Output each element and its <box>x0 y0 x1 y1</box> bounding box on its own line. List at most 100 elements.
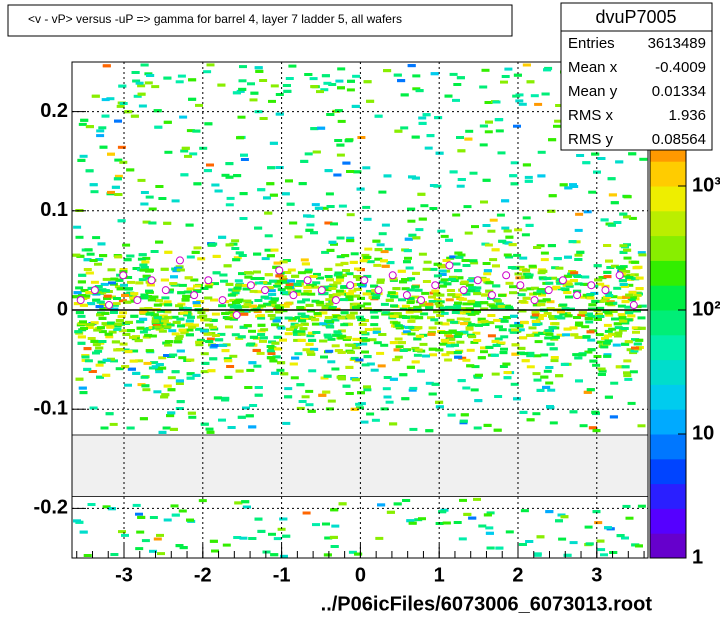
cell <box>411 346 420 350</box>
cell <box>86 323 95 326</box>
profile-point <box>90 286 99 295</box>
cell <box>239 217 248 220</box>
cell <box>244 386 253 389</box>
cell <box>229 305 238 309</box>
cell <box>623 374 632 378</box>
cell <box>413 353 422 357</box>
cell <box>101 98 110 102</box>
stats-value: 0.08564 <box>652 131 706 148</box>
cell <box>130 314 139 318</box>
cell <box>177 324 185 328</box>
cell <box>505 235 514 239</box>
cell <box>125 287 133 291</box>
cell <box>623 256 632 260</box>
cell <box>392 321 401 325</box>
cell <box>174 337 183 340</box>
cell <box>111 185 120 189</box>
stats-value: 1.936 <box>668 107 706 124</box>
cell <box>139 296 148 299</box>
cell <box>102 277 111 281</box>
cell <box>393 73 402 77</box>
cell <box>453 304 462 307</box>
cell <box>308 369 317 373</box>
cell <box>217 83 226 87</box>
cell <box>547 244 556 248</box>
cell <box>420 312 429 316</box>
cell <box>371 418 380 422</box>
cell <box>462 302 471 306</box>
cell <box>436 314 445 317</box>
cell <box>438 284 447 288</box>
cell <box>90 321 99 325</box>
cell <box>382 387 391 391</box>
cell <box>268 346 277 350</box>
cell <box>448 329 457 333</box>
cell <box>363 274 372 278</box>
cell <box>279 278 288 281</box>
palette-swatch <box>650 483 686 509</box>
cell <box>481 293 489 297</box>
cell <box>489 218 498 222</box>
cell <box>324 275 333 278</box>
cell <box>547 388 556 392</box>
cell <box>120 283 128 287</box>
cell <box>183 313 192 317</box>
cell <box>277 288 286 292</box>
cell <box>602 341 611 345</box>
cell <box>473 497 481 501</box>
cell <box>345 392 354 395</box>
cell <box>350 356 359 360</box>
cell <box>480 319 489 323</box>
chart-title: <v - vP> versus -uP => gamma for barrel … <box>28 12 402 26</box>
cell <box>327 307 336 311</box>
cell <box>551 266 560 270</box>
cell <box>253 270 261 274</box>
cell <box>478 524 487 528</box>
palette-swatch <box>650 310 686 336</box>
cell <box>361 253 370 257</box>
cell <box>500 319 509 323</box>
cell <box>445 298 454 302</box>
cell <box>497 304 506 308</box>
cell <box>528 264 537 268</box>
cell <box>390 295 399 299</box>
cell <box>254 66 263 70</box>
cell <box>214 189 223 193</box>
cell <box>296 306 305 309</box>
cell <box>90 339 99 343</box>
cell <box>470 388 479 392</box>
cell <box>83 554 92 557</box>
cell <box>458 537 467 541</box>
cell <box>302 511 311 515</box>
cell <box>595 312 603 316</box>
cell <box>162 426 171 430</box>
cell <box>381 223 390 227</box>
cell <box>237 335 246 339</box>
cell <box>604 339 613 343</box>
cell <box>163 354 172 357</box>
cell <box>592 429 601 433</box>
cell <box>93 328 102 332</box>
cell <box>264 234 273 238</box>
cell <box>277 527 286 531</box>
cell <box>614 331 623 335</box>
cell <box>434 321 443 325</box>
profile-point <box>218 296 227 305</box>
cell <box>518 309 527 313</box>
cell <box>559 312 568 316</box>
cell <box>587 348 596 352</box>
cell <box>287 279 295 283</box>
cell <box>415 334 424 338</box>
cell <box>268 292 277 296</box>
cell <box>180 331 189 335</box>
cell <box>495 302 504 306</box>
cell <box>108 295 116 299</box>
cell <box>540 258 549 262</box>
cell <box>257 314 265 318</box>
cell <box>144 333 153 337</box>
cell <box>136 320 145 324</box>
cell <box>490 306 499 310</box>
cell <box>260 295 269 299</box>
stats-frame <box>560 2 713 151</box>
